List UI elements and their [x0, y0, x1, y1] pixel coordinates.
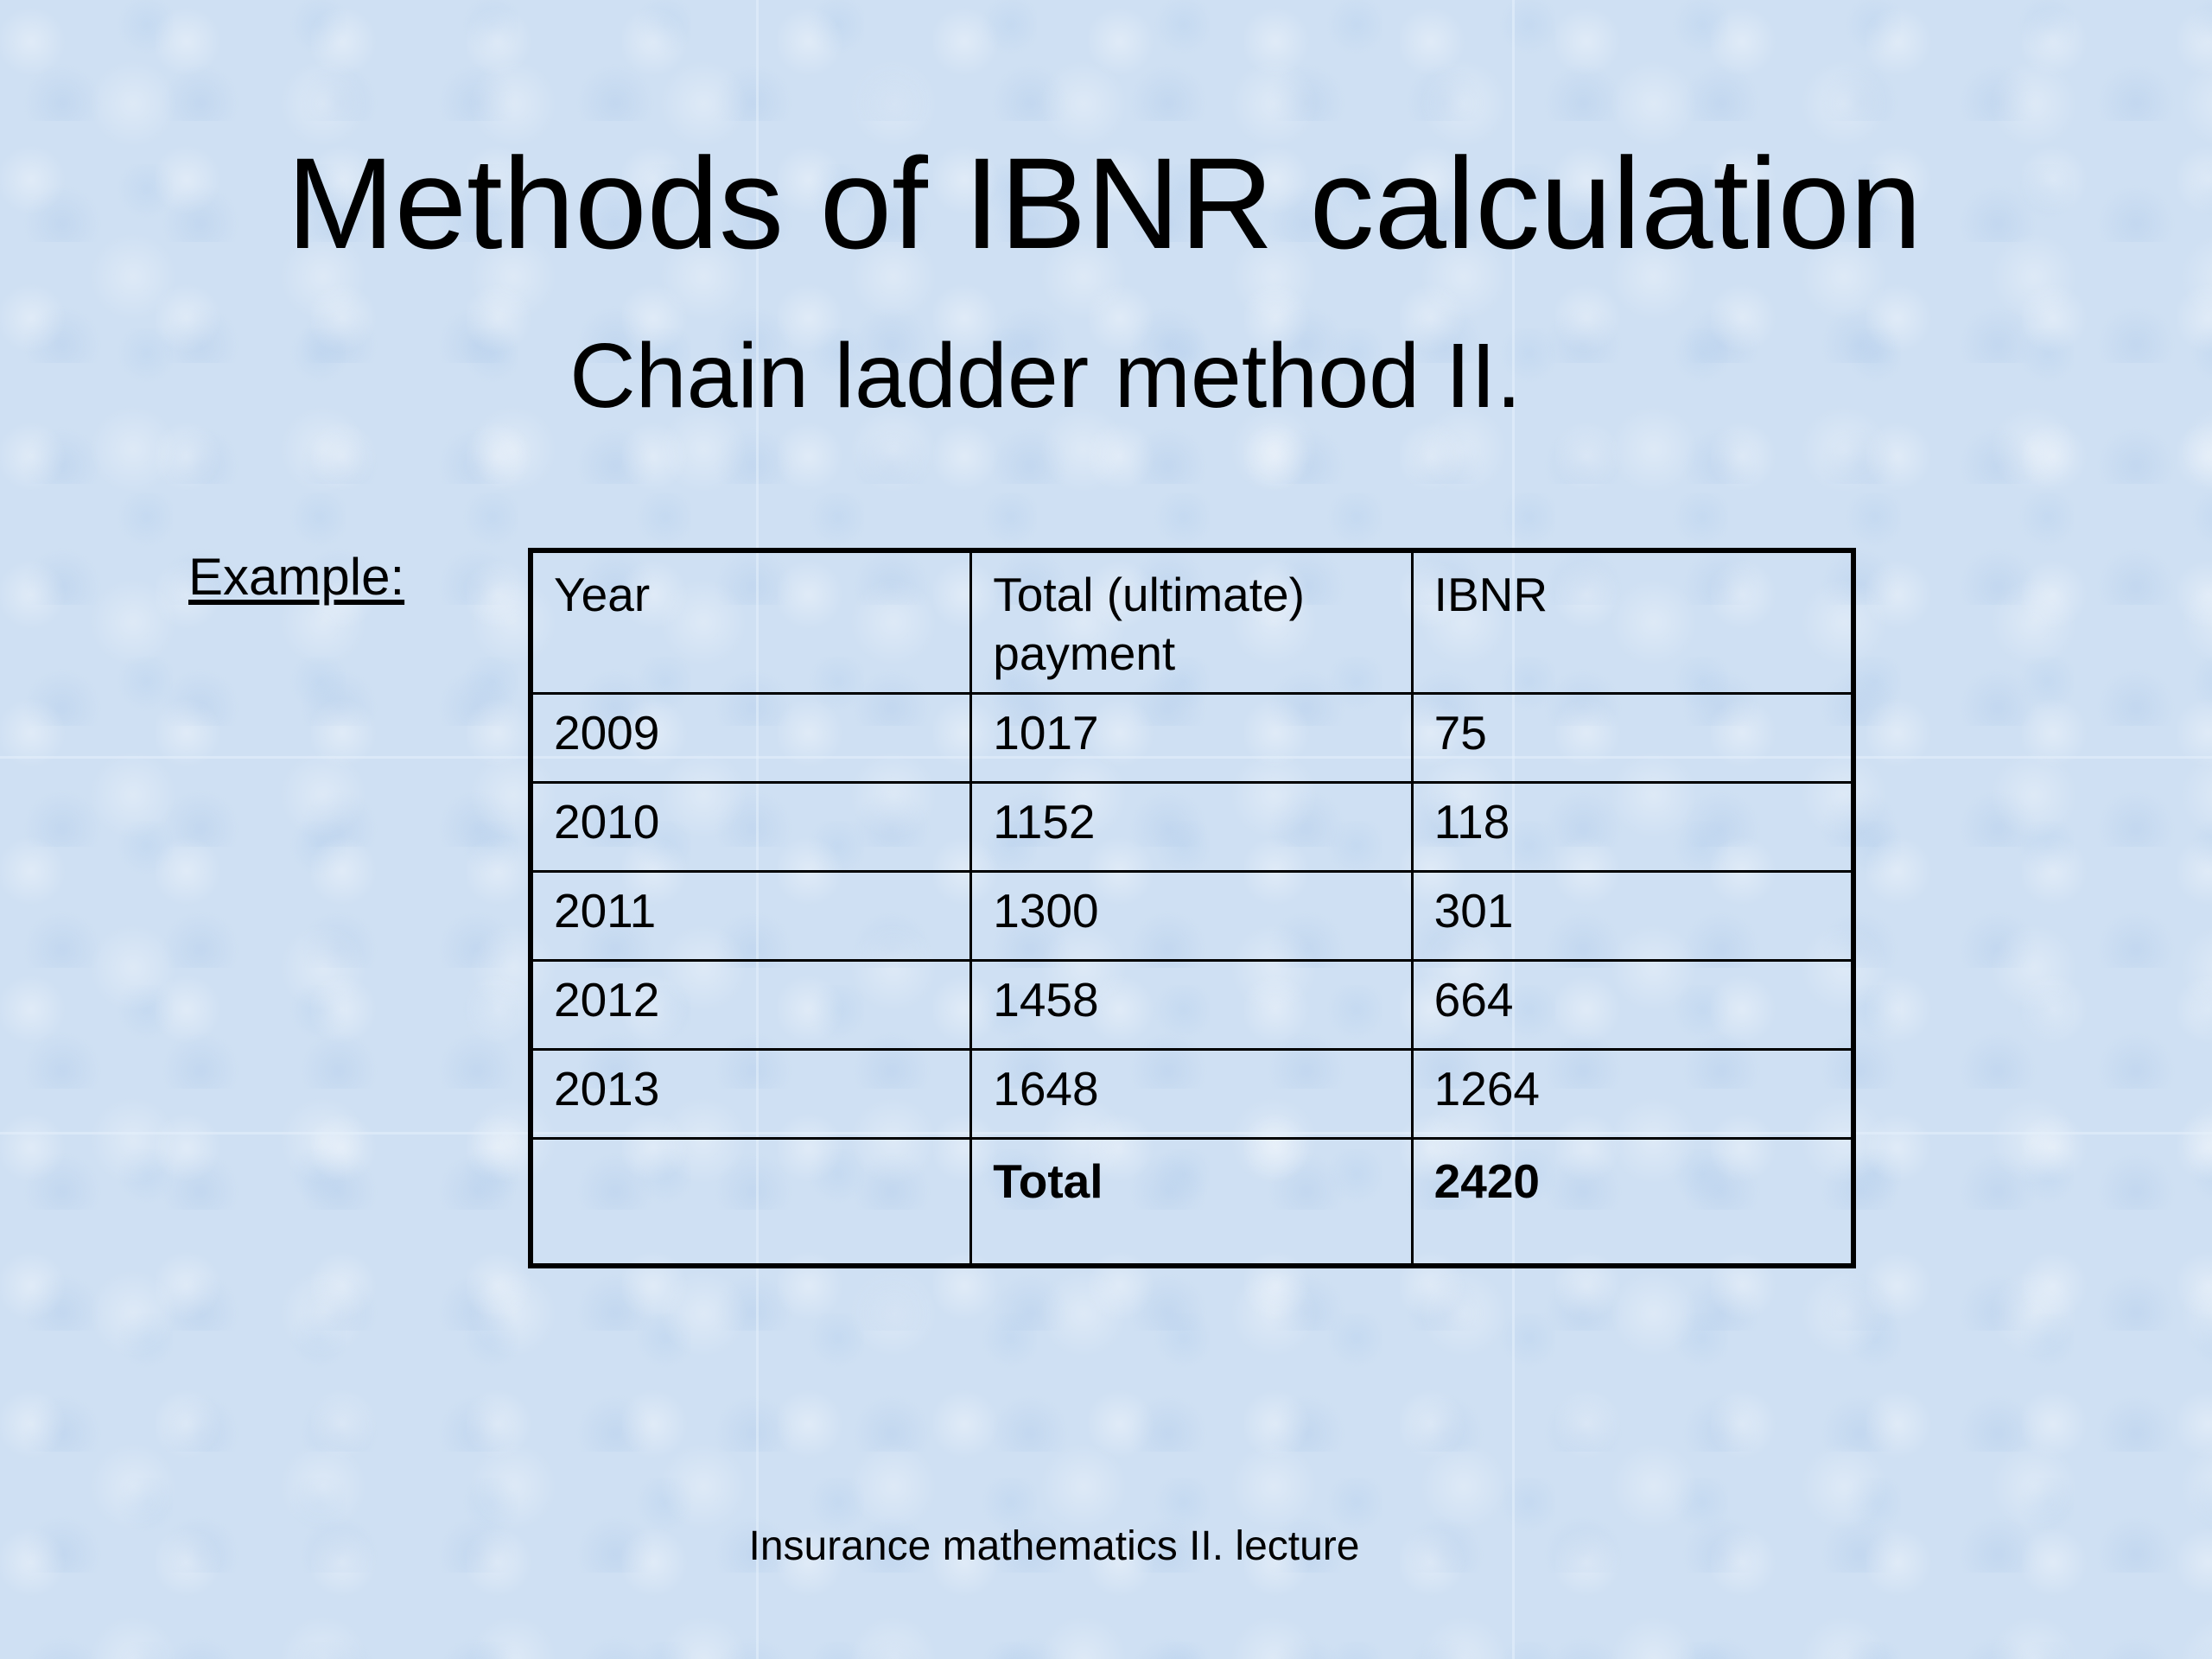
cell-total-payment: 1300: [969, 869, 1414, 962]
cell-total-label: Total: [969, 1136, 1414, 1268]
cell-total-empty: [529, 1136, 973, 1268]
ibnr-table: Year Total (ultimate) payment IBNR 2009 …: [528, 548, 1856, 1268]
cell-total-ibnr: 2420: [1410, 1136, 1855, 1268]
cell-ibnr: 75: [1410, 691, 1855, 784]
cell-total-payment: 1152: [969, 780, 1414, 873]
cell-year: 2012: [529, 958, 973, 1051]
table-row: 2011 1300 301: [529, 869, 1855, 962]
slide-subtitle: Chain ladder method II.: [569, 325, 1522, 427]
cell-ibnr: 118: [1410, 780, 1855, 873]
cell-ibnr: 301: [1410, 869, 1855, 962]
header-year: Year: [529, 549, 973, 695]
cell-total-payment: 1458: [969, 958, 1414, 1051]
header-total-payment: Total (ultimate) payment: [969, 549, 1414, 695]
table-row: 2013 1648 1264: [529, 1047, 1855, 1140]
cell-ibnr: 1264: [1410, 1047, 1855, 1140]
slide-footer: Insurance mathematics II. lecture: [748, 1523, 1360, 1569]
cell-ibnr: 664: [1410, 958, 1855, 1051]
cell-year: 2010: [529, 780, 973, 873]
cell-total-payment: 1017: [969, 691, 1414, 784]
cell-year: 2009: [529, 691, 973, 784]
table-total-row: Total 2420: [529, 1136, 1855, 1268]
header-ibnr: IBNR: [1410, 549, 1855, 695]
example-label: Example:: [188, 548, 405, 606]
table-row: 2009 1017 75: [529, 691, 1855, 784]
table-header-row: Year Total (ultimate) payment IBNR: [529, 549, 1855, 695]
cell-total-payment: 1648: [969, 1047, 1414, 1140]
table-row: 2012 1458 664: [529, 958, 1855, 1051]
slide-title: Methods of IBNR calculation: [286, 130, 1923, 276]
table-row: 2010 1152 118: [529, 780, 1855, 873]
cell-year: 2013: [529, 1047, 973, 1140]
cell-year: 2011: [529, 869, 973, 962]
